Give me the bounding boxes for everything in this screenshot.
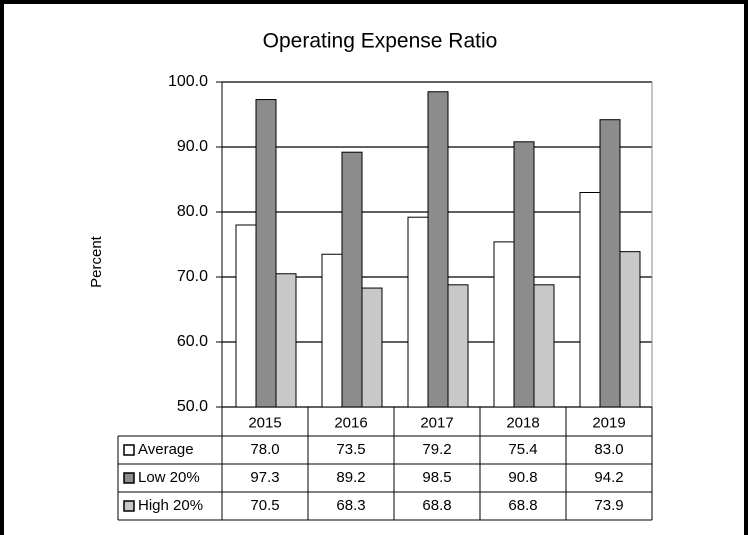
table-value: 73.9 — [594, 497, 623, 514]
table-value: 73.5 — [336, 441, 365, 458]
bar — [533, 284, 555, 408]
bar — [235, 224, 257, 408]
y-tick-label: 50.0 — [177, 398, 208, 415]
bar — [361, 287, 383, 408]
legend-label: Low 20% — [138, 469, 200, 486]
bar — [599, 119, 621, 408]
legend-key — [123, 444, 135, 456]
x-tick-label: 2015 — [248, 414, 281, 431]
legend-label: Average — [138, 441, 194, 458]
y-tick-label: 60.0 — [177, 333, 208, 350]
table-value: 79.2 — [422, 441, 451, 458]
bar — [493, 241, 515, 408]
y-tick-label: 70.0 — [177, 268, 208, 285]
y-tick-label: 80.0 — [177, 203, 208, 220]
bar — [447, 284, 469, 408]
table-value: 70.5 — [250, 497, 279, 514]
bar — [619, 251, 641, 408]
table-value: 83.0 — [594, 441, 623, 458]
x-tick-label: 2019 — [592, 414, 625, 431]
table-value: 68.3 — [336, 497, 365, 514]
y-tick-label: 90.0 — [177, 138, 208, 155]
table-value: 68.8 — [508, 497, 537, 514]
bar — [321, 253, 343, 408]
legend-label: High 20% — [138, 497, 203, 514]
legend-key — [123, 500, 135, 512]
chart-title: Operating Expense Ratio — [263, 30, 498, 53]
table-value: 97.3 — [250, 469, 279, 486]
bar — [275, 273, 297, 408]
bar — [255, 99, 277, 408]
x-tick-label: 2017 — [420, 414, 453, 431]
bar — [513, 141, 535, 408]
table-value: 75.4 — [508, 441, 537, 458]
y-tick-label: 100.0 — [168, 73, 208, 90]
table-value: 78.0 — [250, 441, 279, 458]
table-value: 68.8 — [422, 497, 451, 514]
bar — [407, 216, 429, 408]
bar — [427, 91, 449, 408]
bar — [341, 151, 363, 408]
table-value: 94.2 — [594, 469, 623, 486]
y-axis-label: Percent — [88, 235, 105, 288]
table-value: 90.8 — [508, 469, 537, 486]
legend-key — [123, 472, 135, 484]
x-tick-label: 2018 — [506, 414, 539, 431]
table-value: 98.5 — [422, 469, 451, 486]
table-value: 89.2 — [336, 469, 365, 486]
bar — [579, 192, 601, 408]
x-tick-label: 2016 — [334, 414, 367, 431]
